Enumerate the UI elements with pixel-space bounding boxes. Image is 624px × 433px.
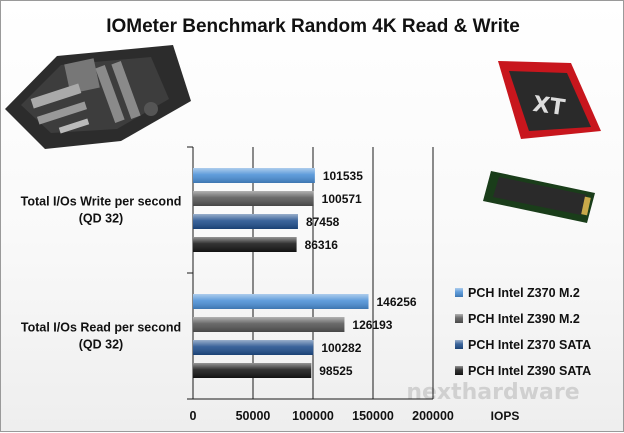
category-label: (QD 32) (79, 212, 123, 226)
plot-area: 0 50000 100000 150000 200000 IOPS 101535 100571… (21, 146, 520, 423)
legend-swatch-gloss (455, 366, 463, 375)
legend-swatch-gloss (455, 288, 463, 297)
bar-gloss (193, 191, 314, 206)
ssd-image: XT (498, 61, 601, 139)
x-tick-label: 100000 (292, 409, 334, 423)
bar-value-label: 146256 (377, 295, 417, 309)
category-label: Total I/Os Write per second (21, 195, 182, 209)
svg-text:nexthardware: nexthardware (406, 380, 579, 405)
bar-gloss (193, 168, 315, 183)
bar-gloss (193, 237, 297, 252)
bar-value-label: 98525 (319, 364, 353, 378)
bar-value-label: 86316 (305, 238, 339, 252)
x-tick-label: 150000 (352, 409, 394, 423)
bar-value-label: 126193 (352, 318, 392, 332)
bar-value-label: 87458 (306, 215, 340, 229)
category-label: (QD 32) (79, 338, 123, 352)
bar-gloss (193, 317, 345, 332)
svg-text:XT: XT (531, 92, 566, 121)
motherboard-image (5, 45, 191, 149)
bar-gloss (193, 340, 314, 355)
bar-gloss (193, 214, 298, 229)
legend-label: PCH Intel Z370 SATA (468, 338, 591, 352)
category-label: Total I/Os Read per second (21, 321, 181, 335)
bar-gloss (193, 363, 312, 378)
x-tick-label: 200000 (412, 409, 454, 423)
x-axis-label: IOPS (491, 409, 520, 423)
legend-swatch-gloss (455, 314, 463, 323)
bar-gloss (193, 294, 369, 309)
legend-label: PCH Intel Z390 M.2 (468, 312, 580, 326)
x-tick-label: 50000 (236, 409, 271, 423)
legend: PCH Intel Z370 M.2 PCH Intel Z390 M.2 PCH … (455, 286, 591, 378)
bar-value-label: 100282 (321, 341, 361, 355)
bar-value-label: 100571 (322, 192, 362, 206)
m2-module-image (483, 171, 595, 223)
legend-swatch-gloss (455, 340, 463, 349)
bar-value-label: 101535 (323, 169, 363, 183)
legend-label: PCH Intel Z390 SATA (468, 364, 591, 378)
legend-label: PCH Intel Z370 M.2 (468, 286, 580, 300)
watermark: nexthardware (406, 380, 579, 405)
x-tick-label: 0 (190, 409, 197, 423)
chart-title: IOMeter Benchmark Random 4K Read & Write (106, 16, 520, 37)
